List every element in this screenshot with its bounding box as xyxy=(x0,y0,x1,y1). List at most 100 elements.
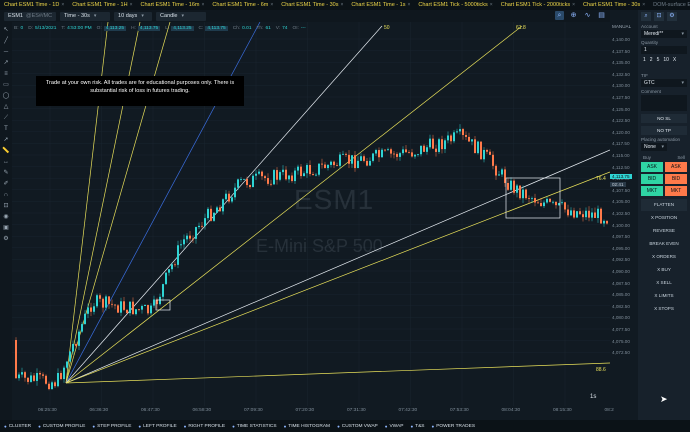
bottom-tool-10[interactable]: ● POWER TRADES xyxy=(432,424,476,429)
close-icon[interactable]: × xyxy=(642,2,646,8)
action-x-stops[interactable]: X STOPS xyxy=(654,306,674,311)
cursor-icon[interactable]: ↖ xyxy=(3,27,9,33)
chart-style-select[interactable]: Candle ▾ xyxy=(156,11,207,21)
buy-ask-button[interactable]: ASK xyxy=(641,162,663,172)
settings-icon[interactable]: ⚙ xyxy=(667,12,677,21)
action-break-even[interactable]: BREAK EVEN xyxy=(649,241,679,246)
hline-icon[interactable]: ─ xyxy=(3,49,9,55)
sell-bid-button[interactable]: BID xyxy=(665,174,687,184)
fan-icon[interactable]: ⟋ xyxy=(3,115,9,121)
time-axis[interactable]: 06:25:30 06:36:30 06:47:30 06:58:30 07:09:30… xyxy=(12,394,614,418)
action-x-limits[interactable]: X LIMITS xyxy=(654,293,674,298)
arrow-icon[interactable]: ➚ xyxy=(3,137,9,143)
close-icon[interactable]: × xyxy=(201,2,205,8)
no-sl-button[interactable]: NO SL xyxy=(641,114,687,123)
price-axis-mode[interactable]: MANUAL xyxy=(612,24,632,29)
tab-2[interactable]: Chart ESM1 Time - 16m × xyxy=(137,0,209,10)
sell-ask-button[interactable]: ASK xyxy=(665,162,687,172)
time-tick: 06:47:30 xyxy=(141,408,160,413)
close-icon[interactable]: × xyxy=(270,2,274,8)
brush-icon[interactable]: ✐ xyxy=(3,181,9,187)
bottom-tool-7[interactable]: ● CUSTOM VWAP xyxy=(337,424,378,429)
ray-icon[interactable]: ↗ xyxy=(3,60,9,66)
tab-0[interactable]: Chart ESM1 Time - 1D × xyxy=(0,0,68,10)
info-key: Ch: xyxy=(232,25,241,31)
close-icon[interactable]: × xyxy=(129,2,133,8)
bottom-tool-9[interactable]: ● T&S xyxy=(410,424,424,429)
action-x-buy[interactable]: X BUY xyxy=(657,267,671,272)
tab-8[interactable]: Chart ESM1 Time - 30s × xyxy=(579,0,649,10)
bottom-tool-2[interactable]: ● STEP PROFILE xyxy=(92,424,131,429)
ruler-icon[interactable]: 📏 xyxy=(2,148,10,154)
time-unit[interactable]: 1s xyxy=(590,394,597,400)
template-icon[interactable]: ▤ xyxy=(598,12,605,19)
magnifier-icon[interactable]: ⌕ xyxy=(555,11,564,20)
bottom-tool-6[interactable]: ● TIME HISTOGRAM xyxy=(284,424,330,429)
qty-preset[interactable]: 5 xyxy=(656,57,660,63)
qty-preset[interactable]: 1 xyxy=(643,57,646,63)
fib-icon[interactable]: ≡ xyxy=(4,71,8,77)
chart-canvas[interactable]: 50 61.8 76.4 88.6 xyxy=(12,22,610,406)
tab-3[interactable]: Chart ESM1 Time - 6m × xyxy=(208,0,277,10)
trash-icon[interactable]: ▣ xyxy=(3,225,9,231)
sell-mkt-button[interactable]: MKT xyxy=(665,186,687,196)
symbol-selector[interactable]: ESM1 @ES#/MC xyxy=(4,11,57,21)
tab-9[interactable]: DOM-surface ESM1× xyxy=(649,0,690,10)
bottom-tool-4[interactable]: ● RIGHT PROFILE xyxy=(184,424,225,429)
tif-select[interactable]: GTC ▾ xyxy=(641,79,687,87)
rectangle-icon[interactable]: ▭ xyxy=(3,82,9,88)
chevron-down-icon: ▾ xyxy=(681,80,684,86)
action-reverse[interactable]: REVERSE xyxy=(653,228,675,233)
tab-7[interactable]: Chart ESM1 Tick - 2000ticks × xyxy=(497,0,579,10)
candle-body xyxy=(414,154,416,157)
triangle-icon[interactable]: △ xyxy=(3,104,9,110)
timeframe-select[interactable]: Time - 30s ▾ xyxy=(60,11,111,21)
tab-4[interactable]: Chart ESM1 Time - 30s × xyxy=(277,0,347,10)
ellipse-icon[interactable]: ◯ xyxy=(2,93,10,99)
placing-select[interactable]: None ▾ xyxy=(641,143,667,151)
action-x-orders[interactable]: X ORDERS xyxy=(652,254,676,259)
buy-mkt-button[interactable]: MKT xyxy=(641,186,663,196)
account-select[interactable]: Meredi** ▾ xyxy=(641,30,687,38)
qty-preset[interactable]: 10 xyxy=(663,57,669,63)
bottom-tool-5[interactable]: ● TIME STATISTICS xyxy=(232,424,277,429)
settings-icon[interactable]: ⚙ xyxy=(3,236,9,242)
text-icon[interactable]: T xyxy=(4,126,8,132)
crosshair-icon[interactable]: ⊕ xyxy=(570,12,577,19)
close-icon[interactable]: × xyxy=(61,2,65,8)
bottom-tool-1[interactable]: ● CUSTOM PROFILE xyxy=(38,424,85,429)
tab-6[interactable]: Chart ESM1 Tick - 5000ticks × xyxy=(414,0,496,10)
tab-5[interactable]: Chart ESM1 Time - 1s × xyxy=(347,0,414,10)
close-icon[interactable]: × xyxy=(572,2,576,8)
qty-preset[interactable]: 2 xyxy=(649,57,653,63)
bottom-tool-8[interactable]: ● VWAP xyxy=(385,424,404,429)
info-key: T: xyxy=(61,25,66,31)
price-axis[interactable]: MANUAL 4,140.00 4,137.50 4,135.00 4,132.50 4… xyxy=(610,22,638,406)
lock-icon[interactable]: ⊡ xyxy=(654,12,664,21)
no-tp-button[interactable]: NO TP xyxy=(641,126,687,135)
measure-icon[interactable]: ↔ xyxy=(3,159,9,165)
eye-icon[interactable]: ◉ xyxy=(3,214,9,220)
qty-preset[interactable]: X xyxy=(672,57,677,63)
buy-bid-button[interactable]: BID xyxy=(641,174,663,184)
magnifier-icon[interactable]: ⌕ xyxy=(641,12,651,21)
bottom-tool-3[interactable]: ● LEFT PROFILE xyxy=(138,424,176,429)
quantity-field[interactable]: 1 xyxy=(641,46,687,54)
action-x-sell[interactable]: X SELL xyxy=(656,280,672,285)
close-icon[interactable]: × xyxy=(340,2,344,8)
info-value: 4,113.25 xyxy=(103,25,127,31)
price-chart[interactable]: 50 61.8 76.4 88.6 ESM1 E-Mini S&P 500 Trade… xyxy=(12,22,610,406)
lock-icon[interactable]: ⊡ xyxy=(3,203,9,209)
tab-1[interactable]: Chart ESM1 Time - 1H × xyxy=(68,0,136,10)
bottom-tool-0[interactable]: ● CLUSTER xyxy=(4,424,31,429)
magnet-icon[interactable]: ∩ xyxy=(3,192,9,198)
pencil-icon[interactable]: ✎ xyxy=(3,170,9,176)
close-icon[interactable]: × xyxy=(407,2,411,8)
action-x-position[interactable]: X POSITION xyxy=(650,215,678,220)
comment-input[interactable] xyxy=(641,95,687,111)
range-select[interactable]: 10 days ▾ xyxy=(114,11,153,21)
line-icon[interactable]: ╱ xyxy=(4,38,8,44)
action-flatten[interactable]: FLATTEN xyxy=(641,199,687,211)
indicator-icon[interactable]: ∿ xyxy=(584,12,591,19)
close-icon[interactable]: × xyxy=(489,2,493,8)
